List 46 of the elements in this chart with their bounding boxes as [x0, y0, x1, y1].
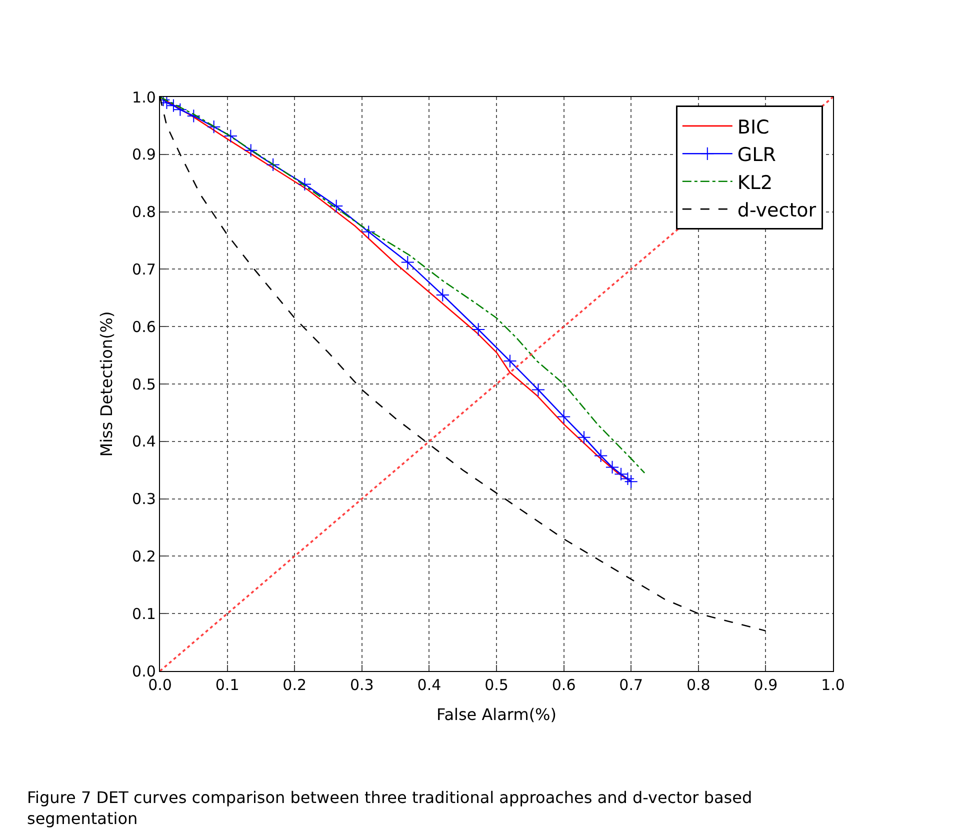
- x-tick-label: 1.0: [821, 676, 845, 694]
- y-tick-label: 0.7: [132, 260, 156, 278]
- caption: Figure 7 DET curves comparison between three traditional approaches and d-vector based segmentation: [27, 788, 752, 828]
- x-tick-label: 0.1: [215, 676, 240, 694]
- x-tick-label: 0.0: [148, 676, 172, 694]
- legend-label: KL2: [737, 172, 773, 194]
- point: [624, 474, 638, 488]
- y-tick-label: 0.1: [132, 604, 156, 623]
- point: [362, 225, 376, 239]
- point: [224, 129, 238, 143]
- point: [244, 144, 258, 158]
- x-tick-label: 0.8: [686, 676, 710, 694]
- y-axis-title: Miss Detection(%): [96, 311, 116, 457]
- y-tick-label: 1.0: [132, 88, 156, 106]
- x-tick-label: 0.3: [350, 676, 374, 694]
- y-tick-label: 0.2: [132, 547, 156, 566]
- point: [594, 448, 608, 463]
- y-tick-label: 0.5: [132, 375, 156, 394]
- point: [472, 322, 486, 336]
- point: [298, 177, 312, 192]
- point: [436, 288, 450, 302]
- x-tick-label: 0.7: [619, 676, 644, 694]
- point: [330, 199, 344, 213]
- x-axis-title: False Alarm(%): [436, 704, 557, 724]
- x-tick-label: 0.5: [484, 676, 508, 694]
- y-tick-label: 0.9: [132, 146, 156, 164]
- point: [400, 256, 414, 270]
- point: [531, 382, 546, 397]
- y-tick-label: 0.3: [132, 490, 156, 508]
- point: [503, 354, 517, 368]
- point: [557, 410, 571, 424]
- y-tick-label: 0.6: [132, 318, 156, 336]
- legend-label: GLR: [737, 144, 776, 166]
- y-tick-label: 0.8: [132, 203, 156, 222]
- point: [207, 120, 221, 134]
- x-tick-label: 0.9: [754, 676, 778, 694]
- point: [577, 430, 591, 444]
- point: [186, 109, 200, 123]
- x-tick-label: 0.6: [552, 676, 576, 694]
- point: [266, 158, 280, 172]
- legend-label: BIC: [737, 116, 770, 138]
- x-tick-label: 0.2: [282, 676, 307, 694]
- x-tick-label: 0.4: [417, 676, 442, 694]
- y-tick-label: 0.4: [132, 432, 156, 451]
- legend-label: d-vector: [737, 199, 816, 222]
- point: [160, 97, 174, 110]
